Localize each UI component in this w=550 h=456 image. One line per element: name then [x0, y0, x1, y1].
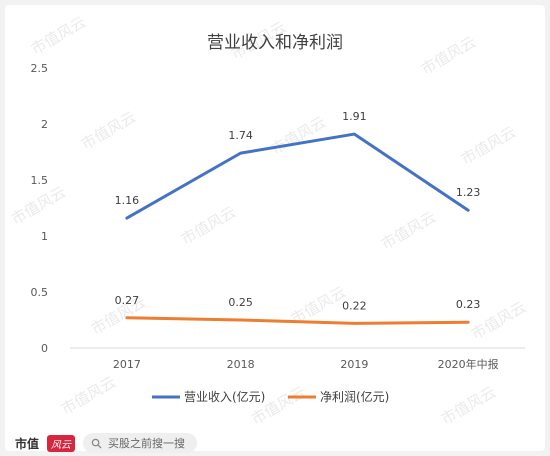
legend-entry: 净利润(亿元): [320, 389, 389, 404]
x-tick-label: 2018: [227, 358, 255, 371]
chart-title: 营业收入和净利润: [207, 33, 343, 53]
search-text: 买股之前搜一搜: [108, 437, 186, 450]
y-tick-label: 1.5: [31, 174, 49, 187]
brand-logo-text: 市值: [15, 436, 40, 451]
y-axis: 0 0.5 1 1.5 2 2.5: [31, 62, 49, 355]
chart-card: 市值风云 市值风云 市值风云 市值风云 市值风云 市值风云 市值风云 市值风云 市值风云 市值风云…: [5, 5, 545, 454]
watermark-text: 市值风云: [78, 108, 139, 154]
data-label: 1.16: [115, 194, 140, 207]
y-tick-label: 2: [41, 118, 48, 131]
series-line-0: [125, 132, 470, 220]
footer-brand: 市值 风云 买股之前搜一搜: [15, 432, 198, 454]
y-tick-label: 0: [41, 342, 48, 355]
watermark-text: 市值风云: [268, 113, 329, 159]
data-label: 1.74: [228, 129, 253, 142]
watermark-text: 市值风云: [28, 13, 89, 59]
watermark-text: 市值风云: [378, 208, 439, 254]
y-tick-label: 2.5: [31, 62, 49, 75]
data-label: 1.23: [456, 186, 481, 199]
legend: 营业收入(亿元) 净利润(亿元): [152, 389, 389, 404]
watermark-text: 市值风云: [178, 203, 239, 249]
y-tick-label: 0.5: [31, 286, 49, 299]
x-tick-label: 2019: [340, 358, 368, 371]
data-label: 1.91: [342, 110, 367, 123]
series-layer: 1.16 1.74 1.91 1.23 0.27 0.25 0.22 0.23: [115, 110, 481, 325]
watermark-text: 市值风云: [58, 373, 119, 419]
data-label: 0.23: [456, 298, 481, 311]
data-label: 0.27: [115, 294, 140, 307]
watermark-text: 市值风云: [458, 123, 519, 169]
watermark-text: 市值风云: [8, 183, 69, 229]
data-label: 0.25: [228, 296, 253, 309]
search-icon: [91, 438, 102, 449]
brand-logo-mark: 风云: [47, 434, 76, 452]
legend-entry: 营业收入(亿元): [184, 389, 265, 404]
y-tick-label: 1: [41, 230, 48, 243]
series-line-1: [125, 316, 470, 325]
search-pill[interactable]: 买股之前搜一搜: [83, 433, 198, 453]
x-axis: 2017 2018 2019 2020年中报: [113, 357, 499, 371]
watermark-text: 市值风云: [418, 33, 479, 79]
x-tick-label: 2017: [113, 358, 141, 371]
data-label: 0.22: [342, 299, 367, 312]
watermark-text: 市值风云: [438, 383, 499, 429]
x-tick-label: 2020年中报: [438, 357, 499, 371]
